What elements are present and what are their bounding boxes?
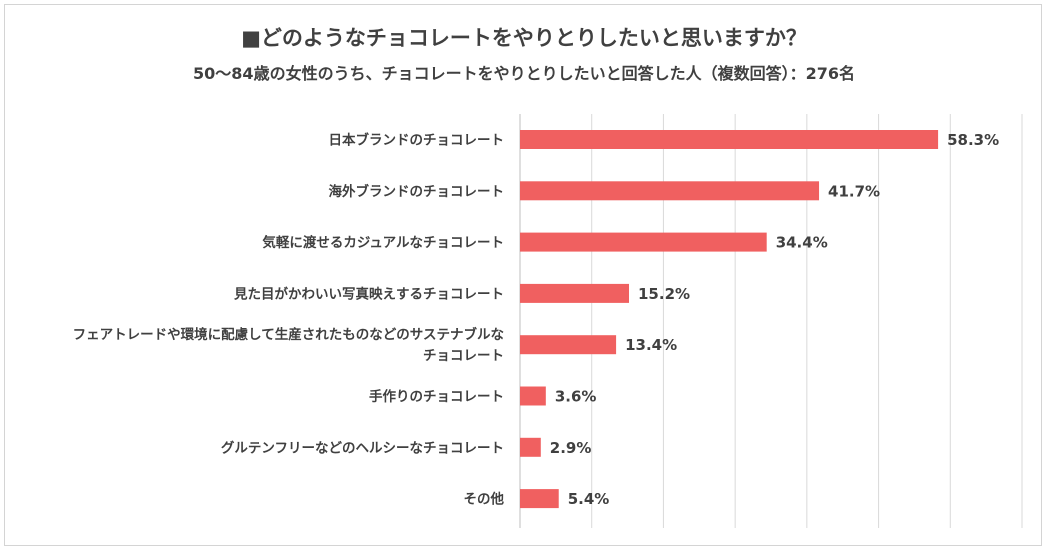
category-label: その他 — [464, 491, 505, 508]
data-label: 58.3% — [947, 131, 999, 149]
category-label: グルテンフリーなどのヘルシーなチョコレート — [221, 439, 504, 456]
bar — [520, 386, 546, 406]
category-label: 日本ブランドのチョコレート — [329, 132, 505, 149]
category-label: 海外ブランドのチョコレート — [329, 183, 505, 200]
data-label: 34.4% — [776, 234, 828, 252]
category-label: チョコレート — [423, 348, 504, 364]
bar — [520, 181, 820, 201]
data-label: 5.4% — [568, 490, 610, 508]
category-label: 手作りのチョコレート — [369, 388, 504, 405]
bar — [520, 130, 939, 149]
bar — [520, 489, 559, 509]
data-label: 2.9% — [550, 439, 592, 457]
category-label: フェアトレードや環境に配慮して生産されたものなどのサステナブルな — [73, 326, 504, 343]
bar — [520, 335, 617, 355]
chart-subtitle: 50～84歳の女性のうち、チョコレートをやりとりしたいと回答した人（複数回答）：… — [193, 64, 855, 83]
category-label: 気軽に渡せるカジュアルなチョコレート — [262, 234, 504, 251]
data-label: 15.2% — [638, 285, 690, 303]
data-label: 3.6% — [555, 388, 597, 406]
bar — [520, 283, 630, 303]
bar — [520, 437, 541, 457]
bar — [520, 232, 767, 252]
chart-title: ■どのようなチョコレートをやりとりしたいと思いますか？ — [241, 26, 807, 50]
data-label: 13.4% — [625, 336, 677, 354]
category-label: 見た目がかわいい写真映えするチョコレート — [233, 285, 504, 302]
data-label: 41.7% — [828, 182, 880, 200]
